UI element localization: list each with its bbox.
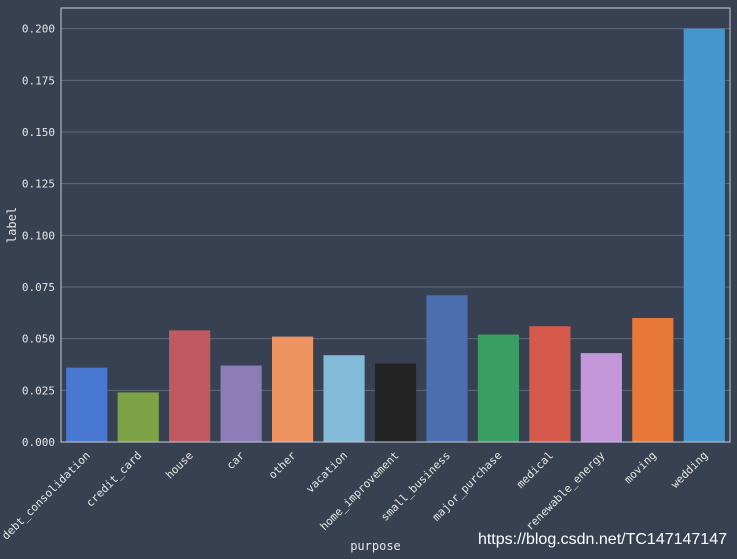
bars: [66, 28, 725, 443]
y-tick-label: 0.100: [22, 229, 55, 242]
bar-car: [220, 365, 262, 442]
bar-moving: [632, 318, 674, 442]
watermark: https://blog.csdn.net/TC147147147: [477, 531, 727, 548]
y-tick-label: 0.125: [22, 178, 55, 191]
bar-credit-card: [117, 392, 159, 442]
bar-wedding: [683, 28, 725, 443]
y-tick-label: 0.150: [22, 126, 55, 139]
x-tick-label: vacation: [304, 449, 351, 496]
plot-frame: [60, 7, 731, 443]
y-tick-labels: 0.000 0.025 0.050 0.075 0.100 0.125 0.150 0.175…: [22, 23, 55, 449]
x-tick-label: medical: [514, 449, 556, 491]
y-tick-label: 0.075: [22, 281, 55, 294]
x-tick-label: wedding: [668, 449, 710, 491]
bar-major-purchase: [477, 334, 520, 442]
bar-small-business: [426, 295, 468, 442]
y-tick-label: 0.025: [22, 384, 55, 397]
y-tick-label: 0.200: [22, 23, 55, 36]
y-tick-label: 0.175: [22, 74, 55, 87]
x-axis-label: purpose: [350, 539, 401, 553]
bar-other: [271, 336, 314, 442]
bar-medical: [529, 326, 571, 442]
x-tick-label: other: [266, 449, 299, 482]
y-tick-label: 0.000: [22, 436, 55, 449]
bar-debt-consolidation: [66, 367, 108, 442]
bar-house: [169, 330, 211, 442]
bar-vacation: [323, 355, 365, 442]
bar-renewable-energy: [580, 353, 622, 442]
y-tick-label: 0.050: [22, 333, 55, 346]
bar-home-improvement: [374, 363, 417, 442]
x-tick-label: house: [163, 449, 196, 482]
x-tick-label: moving: [622, 449, 659, 486]
x-tick-label: debt_consolidation: [0, 449, 93, 542]
y-axis-label: label: [5, 207, 19, 243]
x-tick-label: car: [224, 449, 248, 473]
